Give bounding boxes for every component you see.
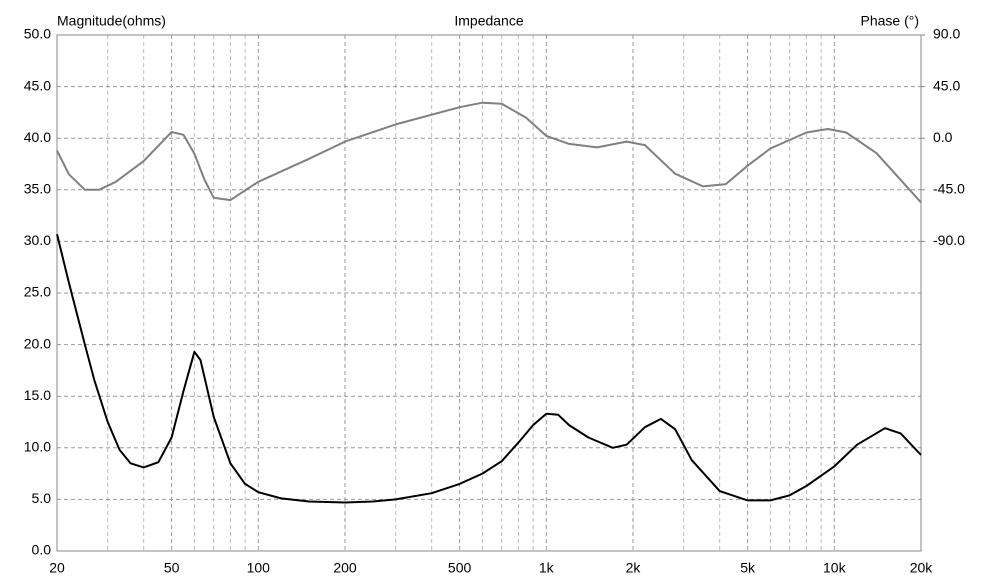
y2-axis-label: Phase (°)	[860, 13, 919, 29]
y-tick-label: 45.0	[24, 77, 51, 93]
y-tick-label: 35.0	[24, 181, 51, 197]
y-tick-label: 20.0	[24, 335, 51, 351]
data-line	[56, 233, 922, 504]
y-tick-label: 25.0	[24, 284, 51, 300]
y-tick-label: 5.0	[32, 490, 52, 506]
x-tick-label: 20	[49, 560, 65, 576]
chart-title: Impedance	[454, 13, 523, 29]
y2-tick-label: 0.0	[933, 129, 953, 145]
y-axis-label: Magnitude(ohms)	[57, 13, 166, 29]
y2-tick-label: -90.0	[933, 232, 965, 248]
x-tick-label: 2k	[626, 560, 642, 576]
x-tick-label: 50	[164, 560, 180, 576]
y-tick-label: 50.0	[24, 26, 51, 42]
data-line	[56, 101, 922, 204]
y-tick-label: 40.0	[24, 129, 51, 145]
x-tick-label: 5k	[740, 560, 756, 576]
y2-tick-label: -45.0	[933, 181, 965, 197]
y-tick-label: 10.0	[24, 439, 51, 455]
x-tick-label: 100	[247, 560, 271, 576]
y2-tick-label: 90.0	[933, 26, 960, 42]
y2-tick-label: 45.0	[933, 77, 960, 93]
x-tick-label: 10k	[823, 560, 847, 576]
plot-border	[56, 34, 922, 552]
x-tick-label: 1k	[539, 560, 555, 576]
y-tick-label: 30.0	[24, 232, 51, 248]
x-tick-label: 200	[333, 560, 357, 576]
x-tick-label: 500	[448, 560, 472, 576]
y-tick-label: 15.0	[24, 387, 51, 403]
x-tick-label: 20k	[910, 560, 934, 576]
y-tick-label: 0.0	[32, 542, 52, 558]
